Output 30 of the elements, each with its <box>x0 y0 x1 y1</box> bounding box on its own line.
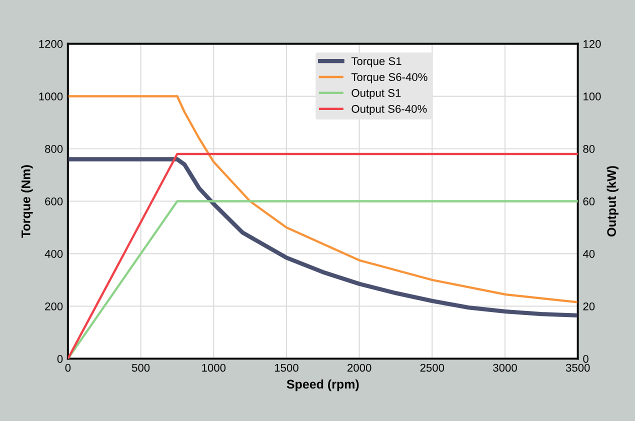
line-series <box>68 157 578 318</box>
y2-tick-label: 40 <box>582 250 595 258</box>
y2-tick-label: 0 <box>583 354 588 363</box>
y-tick-label: 600 <box>45 198 63 206</box>
x-tick-label: 2500 <box>420 364 444 372</box>
legend-label: Torque S6-40% <box>351 73 428 84</box>
x-tick-label: 1000 <box>202 364 226 372</box>
legend-label: Output S1 <box>352 89 401 100</box>
x-tick-label: 500 <box>132 364 150 372</box>
y2-tick-label: 20 <box>583 302 595 310</box>
y2-axis-title: Output (kW) <box>606 166 618 236</box>
y2-tick-label: 120 <box>584 40 601 48</box>
x-tick-label: 0 <box>65 364 71 372</box>
y-tick-label: 400 <box>44 250 63 258</box>
y-tick-label: 200 <box>45 302 63 310</box>
legend-label: Output S6-40% <box>352 104 427 116</box>
legend-label: Torque S1 <box>351 57 402 68</box>
y2-tick-label: 80 <box>583 145 595 153</box>
x-tick-label: 2000 <box>348 364 372 372</box>
y-axis-title: Torque (Nm) <box>21 165 33 238</box>
y2-tick-label: 100 <box>584 92 601 100</box>
x-tick-label: 3000 <box>493 364 517 372</box>
x-tick-label: 3500 <box>566 364 590 372</box>
y-tick-label: 0 <box>57 354 63 363</box>
y-tick-label: 1200 <box>39 40 63 48</box>
y-tick-label: 1000 <box>39 92 63 100</box>
y-tick-label: 800 <box>45 145 63 153</box>
x-axis-title: Speed (rpm) <box>286 379 359 392</box>
y2-tick-label: 60 <box>583 198 595 206</box>
x-tick-label: 1500 <box>274 364 298 372</box>
